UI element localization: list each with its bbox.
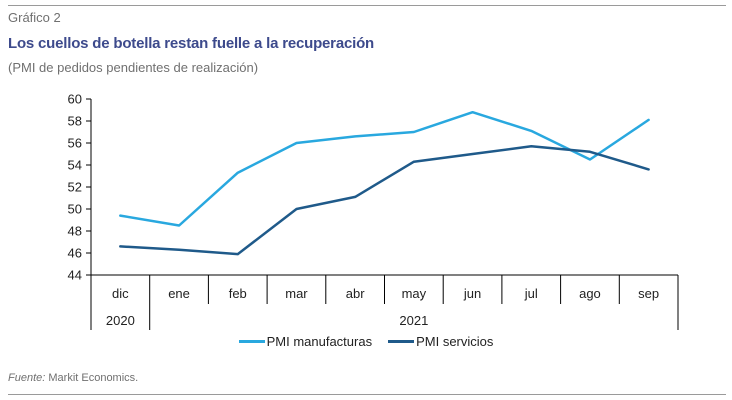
x-tick-label: ene — [168, 286, 190, 301]
bottom-rule — [8, 394, 726, 395]
chart-title: Los cuellos de botella restan fuelle a l… — [8, 35, 374, 52]
x-tick-label: may — [402, 286, 427, 301]
source-label: Fuente: — [8, 372, 46, 384]
x-tick-label: sep — [638, 286, 659, 301]
y-tick-label: 52 — [68, 180, 82, 195]
chart-subtitle: (PMI de pedidos pendientes de realizació… — [8, 60, 259, 75]
source-text: Markit Economics. — [45, 372, 139, 384]
x-tick-label: jun — [463, 286, 481, 301]
series-line-manufacturas — [119, 110, 650, 227]
y-tick-label: 56 — [68, 136, 82, 151]
source-note: Fuente: Markit Economics. — [8, 372, 138, 384]
top-rule — [8, 5, 726, 6]
y-tick-label: 54 — [68, 158, 82, 173]
x-tick-label: mar — [285, 286, 308, 301]
y-axis: 44 46 48 50 52 54 56 58 60 — [68, 92, 92, 283]
legend-swatch-servicios — [388, 340, 415, 343]
y-tick-label: 44 — [68, 268, 82, 283]
chart-number: Gráfico 2 — [8, 10, 61, 25]
legend-swatch-manufacturas — [238, 340, 265, 343]
legend-label-servicios: PMI servicios — [416, 334, 494, 349]
legend-label-manufacturas: PMI manufacturas — [266, 334, 373, 349]
x-tick-label: jul — [524, 286, 538, 301]
x-axis: dic ene feb mar abr may jun jul ago sep 2020 2021 — [90, 274, 679, 330]
y-tick-label: 60 — [68, 92, 82, 107]
y-tick-label: 48 — [68, 224, 82, 239]
series-lines — [119, 110, 650, 256]
x-year-label: 2021 — [399, 313, 428, 328]
x-tick-label: ago — [579, 286, 601, 301]
x-year-label: 2020 — [106, 313, 135, 328]
y-tick-label: 46 — [68, 246, 82, 261]
legend: PMI manufacturas PMI servicios — [0, 334, 732, 349]
legend-item-servicios: PMI servicios — [388, 334, 493, 349]
x-tick-label: abr — [346, 286, 365, 301]
y-tick-label: 58 — [68, 114, 82, 129]
x-tick-label: feb — [229, 286, 247, 301]
y-tick-label: 50 — [68, 202, 82, 217]
series-line-servicios — [119, 145, 650, 256]
x-tick-label: dic — [112, 286, 129, 301]
legend-item-manufacturas: PMI manufacturas — [238, 334, 373, 349]
